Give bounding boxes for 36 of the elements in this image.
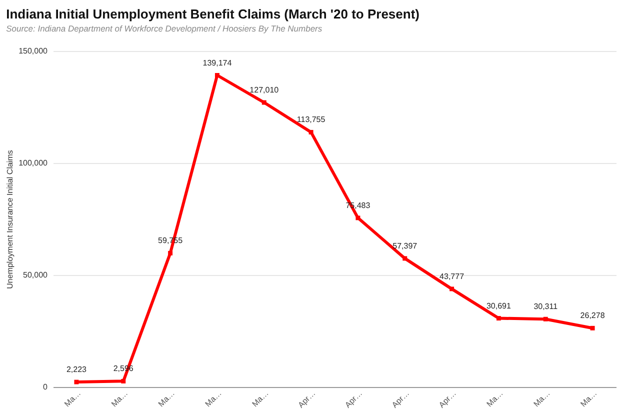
chart-title: Indiana Initial Unemployment Benefit Claims (March '20 to Present) — [6, 6, 420, 22]
point — [214, 73, 220, 78]
point — [262, 100, 266, 105]
data-label: 2,223 — [66, 365, 88, 374]
x-tick-label: Ma… — [156, 388, 176, 409]
data-label: 57,397 — [392, 241, 418, 250]
data-label: 30,311 — [534, 302, 558, 312]
point — [496, 316, 501, 320]
y-tick-label: 0 — [43, 382, 48, 392]
point — [450, 286, 454, 292]
data-label: 26,278 — [580, 311, 606, 320]
x-tick-label: Ma… — [203, 388, 224, 409]
y-tick-label: 150,000 — [18, 46, 48, 56]
data-label: 30,691 — [486, 301, 512, 310]
x-tick-label: Ma… — [110, 388, 130, 409]
point — [74, 380, 79, 384]
point — [168, 250, 173, 256]
x-tick-label: Ma… — [578, 388, 599, 409]
point — [308, 130, 314, 134]
point — [402, 256, 408, 261]
data-label: 43,777 — [440, 272, 465, 281]
x-tick-label: Ma… — [250, 388, 270, 409]
y-tick-label: 50,000 — [23, 270, 48, 280]
x-tick-label: Ma… — [532, 388, 552, 409]
point — [121, 378, 126, 384]
point — [356, 216, 360, 220]
chart-subtitle: Source: Indiana Department of Workforce Development / Hoosiers By The Numbers — [6, 24, 323, 34]
data-label: 127,010 — [250, 86, 280, 94]
data-label: 139,174 — [202, 58, 232, 68]
x-tick-label: Ma… — [62, 388, 83, 409]
y-tick-label: 100,000 — [18, 158, 48, 168]
data-label: 113,755 — [296, 115, 326, 124]
y-axis-title: Unemployment Insurance Initial Claims — [6, 150, 15, 289]
point — [590, 326, 595, 330]
point — [543, 316, 548, 322]
x-tick-label: Ma… — [484, 388, 505, 409]
